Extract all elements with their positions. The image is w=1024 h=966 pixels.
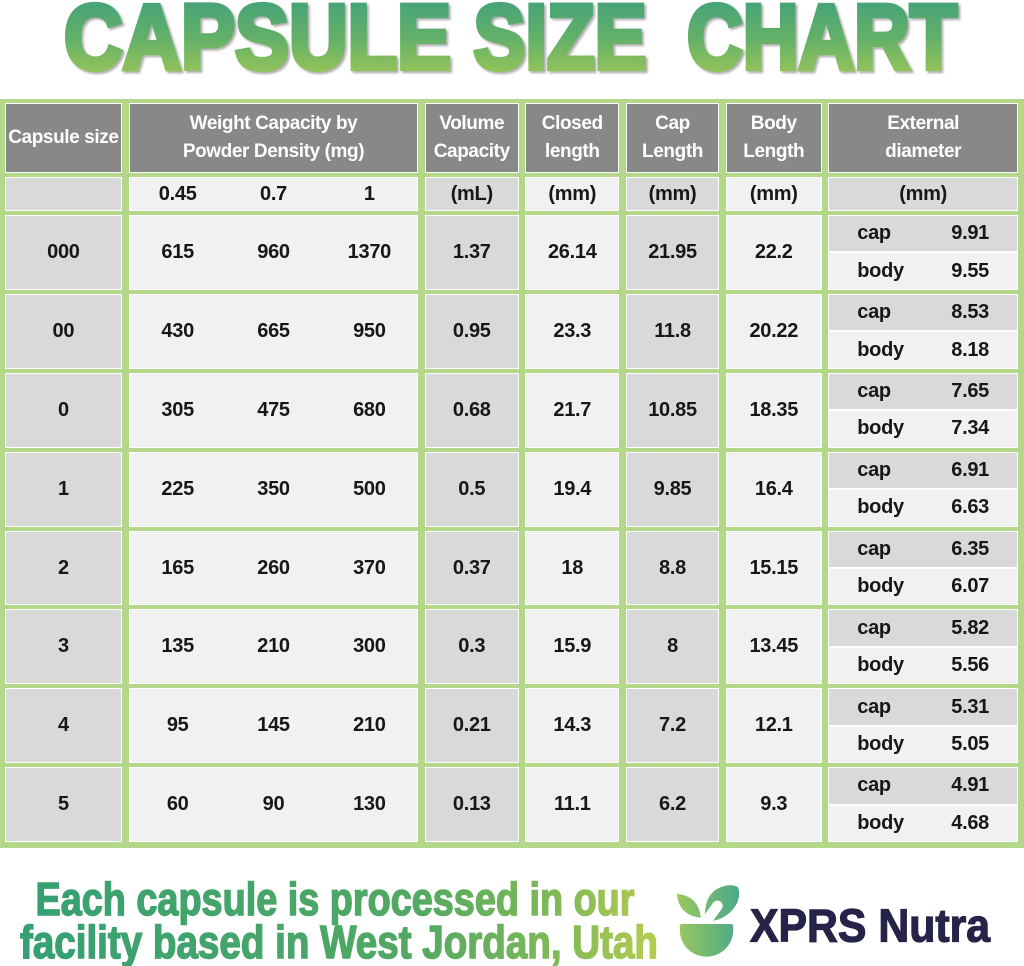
svg-text:Each capsule is processed in o: Each capsule is processed in our xyxy=(36,873,635,925)
svg-text:facility based in West Jordan,: facility based in West Jordan, Utah xyxy=(20,916,658,966)
svg-text:XPRS Nutra: XPRS Nutra xyxy=(750,900,990,952)
svg-text:SIZE: SIZE xyxy=(474,0,647,89)
svg-text:CAPSULE: CAPSULE xyxy=(64,0,451,89)
svg-text:CHART: CHART xyxy=(687,0,957,89)
